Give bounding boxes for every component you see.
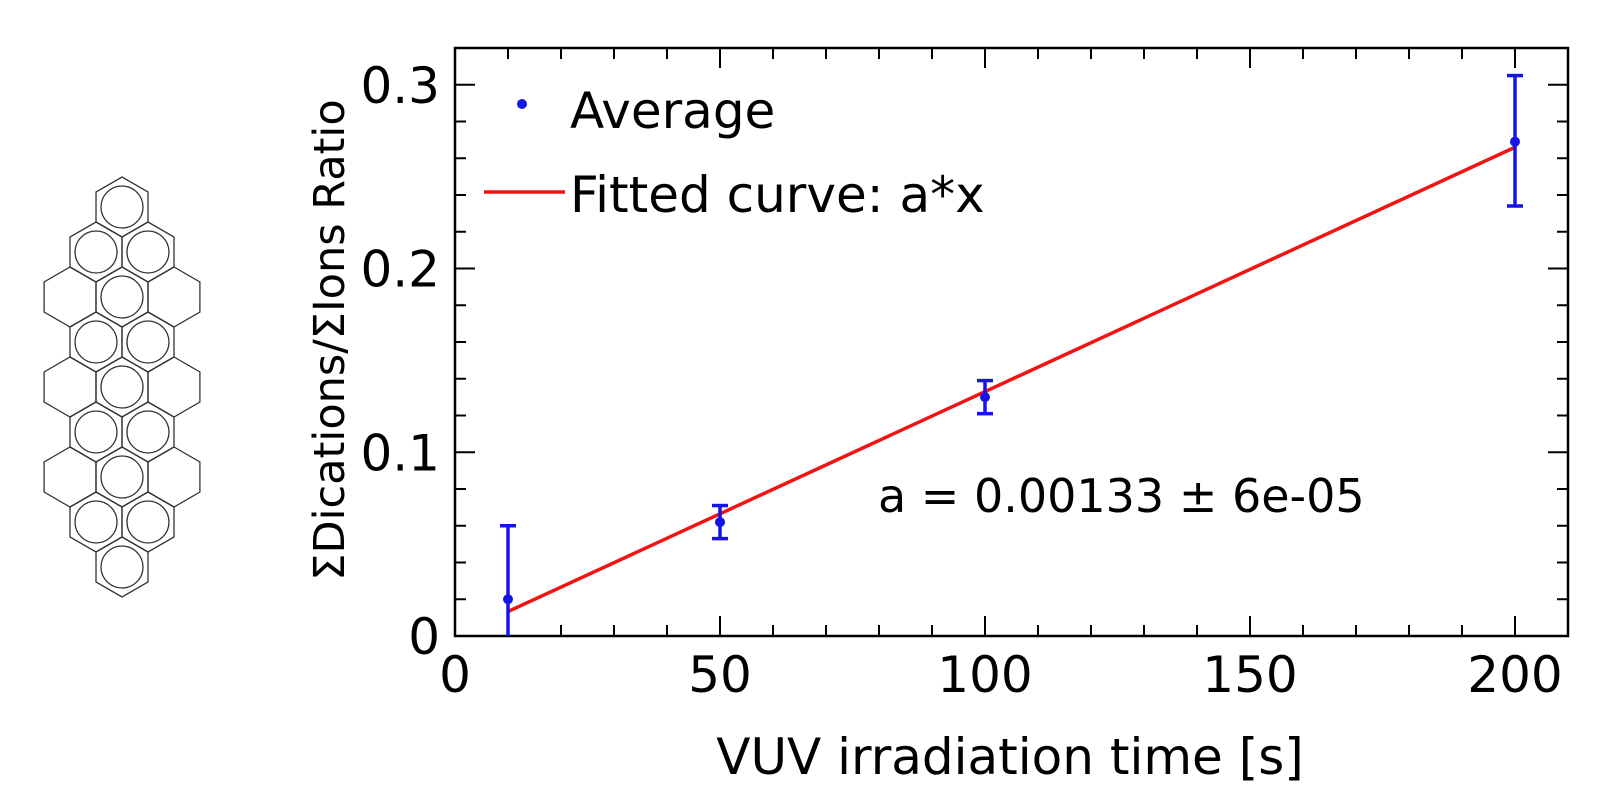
aromatic-circle: [74, 320, 118, 364]
benzene-ring: [147, 446, 201, 508]
benzene-ring: [95, 536, 149, 598]
fit-line: [507, 145, 1516, 614]
legend-average-label: Average: [570, 82, 775, 140]
aromatic-circle: [74, 230, 118, 274]
legend-fit-label: Fitted curve: a*x: [570, 166, 985, 224]
benzene-ring: [147, 356, 201, 418]
x-tick-label: 100: [937, 646, 1032, 704]
y-tick-label: 0.1: [360, 424, 440, 482]
aromatic-circle: [126, 500, 170, 544]
y-tick-label: 0.3: [360, 57, 440, 115]
aromatic-circle: [100, 545, 144, 589]
benzene-ring: [43, 446, 97, 508]
x-tick-label: 200: [1467, 646, 1562, 704]
data-point: [712, 503, 728, 541]
x-tick-labels: 0 50 100 150 200: [439, 646, 1563, 704]
point-marker: [1510, 136, 1520, 147]
y-tick-labels: 0 0.1 0.2 0.3: [360, 57, 440, 666]
average-points: [500, 73, 1523, 636]
data-point: [500, 524, 516, 636]
aromatic-circle: [74, 410, 118, 454]
point-marker: [503, 594, 513, 605]
x-tick-label: 50: [688, 646, 752, 704]
benzene-ring: [147, 266, 201, 328]
aromatic-circle: [126, 230, 170, 274]
aromatic-circle: [100, 455, 144, 499]
data-point: [1507, 73, 1523, 208]
aromatic-circle: [100, 185, 144, 229]
fit-annotation: a = 0.00133 ± 6e-05: [878, 469, 1365, 523]
aromatic-circle: [126, 410, 170, 454]
molecule-structure-icon: [43, 176, 201, 598]
x-tick-label: 150: [1202, 646, 1297, 704]
aromatic-circle: [74, 500, 118, 544]
legend: Average Fitted curve: a*x: [484, 82, 985, 224]
legend-average-marker: [517, 99, 527, 109]
fit-curve-line: [507, 145, 1516, 614]
y-tick-label: 0.2: [360, 241, 440, 299]
point-marker: [715, 517, 725, 528]
y-axis-label: ΣDications/ΣIons Ratio: [305, 99, 355, 580]
benzene-ring: [43, 266, 97, 328]
point-marker: [980, 392, 990, 403]
x-tick-label: 0: [439, 646, 471, 704]
aromatic-circle: [100, 365, 144, 409]
aromatic-circle: [126, 320, 170, 364]
plot-area: 0 50 100 150 200 0 0.1 0.2 0.3 VUV irradiation …: [305, 46, 1570, 786]
x-axis-label: VUV irradiation time [s]: [716, 728, 1304, 786]
aromatic-circle: [100, 275, 144, 319]
y-tick-label: 0: [408, 608, 440, 666]
benzene-ring: [43, 356, 97, 418]
axis-ticks: [454, 47, 1569, 637]
data-point: [977, 378, 993, 416]
